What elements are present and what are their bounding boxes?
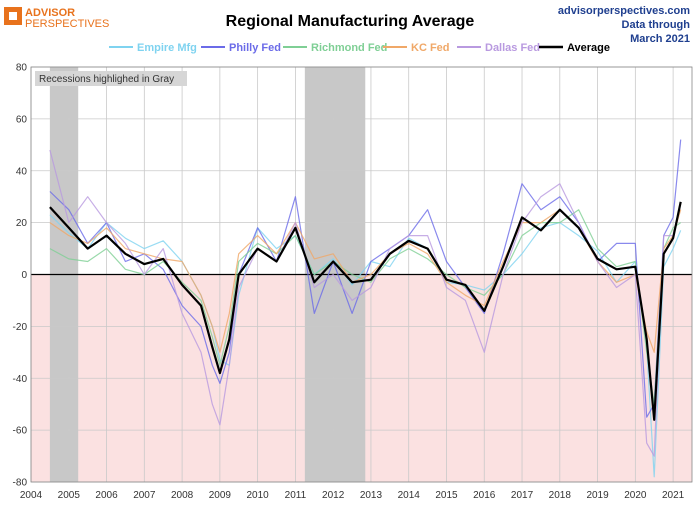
y-tick-label: -60 bbox=[13, 426, 28, 437]
x-tick-label: 2010 bbox=[247, 490, 270, 501]
logo-line1: ADVISOR bbox=[25, 7, 75, 19]
legend-label-richmond-fed: Richmond Fed bbox=[311, 42, 387, 54]
series-line-average bbox=[49, 201, 682, 421]
x-tick-label: 2016 bbox=[473, 490, 496, 501]
chart-title: Regional Manufacturing Average bbox=[226, 13, 475, 30]
y-tick-label: -20 bbox=[13, 322, 28, 333]
y-tick-label: 0 bbox=[21, 270, 27, 281]
legend-label-average: Average bbox=[567, 42, 610, 54]
y-tick-label: 20 bbox=[16, 218, 28, 229]
legend-label-empire-mfg: Empire Mfg bbox=[137, 42, 197, 54]
x-tick-label: 2004 bbox=[20, 490, 43, 501]
x-tick-label: 2019 bbox=[586, 490, 609, 501]
plot-border bbox=[30, 66, 693, 483]
source-label: advisorperspectives.com bbox=[558, 5, 690, 17]
x-tick-label: 2011 bbox=[285, 490, 307, 501]
x-tick-label: 2017 bbox=[511, 490, 534, 501]
y-tick-label: 40 bbox=[16, 166, 28, 177]
y-tick-label: -40 bbox=[13, 374, 28, 385]
legend-label-philly-fed: Philly Fed bbox=[229, 42, 281, 54]
x-tick-label: 2014 bbox=[398, 490, 421, 501]
logo-mark-inner-icon bbox=[9, 12, 17, 20]
series-line-dallas-fed bbox=[49, 149, 682, 457]
series-lines bbox=[49, 139, 682, 478]
y-axis-ticks: -80 -60 -40 -20 0 20 40 60 80 bbox=[13, 63, 28, 489]
x-tick-label: 2018 bbox=[549, 490, 572, 501]
x-tick-label: 2006 bbox=[95, 490, 118, 501]
data-through-date: March 2021 bbox=[630, 33, 690, 45]
y-tick-label: 60 bbox=[16, 114, 28, 125]
y-tick-label: 80 bbox=[16, 63, 28, 74]
data-through-label: Data through bbox=[622, 19, 691, 31]
series-line-kc-fed bbox=[49, 209, 682, 353]
legend: Empire Mfg Philly Fed Richmond Fed KC Fed Da… bbox=[109, 42, 610, 54]
legend-label-kc-fed: KC Fed bbox=[411, 42, 450, 54]
x-tick-label: 2020 bbox=[624, 490, 647, 501]
x-tick-label: 2005 bbox=[58, 490, 81, 501]
y-tick-label: -80 bbox=[13, 478, 28, 489]
x-tick-label: 2009 bbox=[209, 490, 232, 501]
legend-label-dallas-fed: Dallas Fed bbox=[485, 42, 540, 54]
recession-annotation-box bbox=[35, 71, 187, 86]
x-tick-label: 2015 bbox=[435, 490, 458, 501]
recession-annotation: Recessions highlighed in Gray bbox=[39, 74, 174, 85]
series-line-philly-fed bbox=[49, 139, 682, 418]
x-axis-ticks: 2004 2005 2006 2007 2008 2009 2010 2011 2012 2013… bbox=[20, 490, 685, 501]
x-tick-label: 2013 bbox=[360, 490, 383, 501]
x-tick-label: 2007 bbox=[133, 490, 156, 501]
logo-line2: PERSPECTIVES bbox=[25, 18, 109, 30]
x-tick-label: 2008 bbox=[171, 490, 194, 501]
x-tick-label: 2021 bbox=[662, 490, 685, 501]
plot-area: Recessions highlighed in Gray bbox=[30, 66, 693, 483]
x-tick-label: 2012 bbox=[322, 490, 345, 501]
advisor-perspectives-logo: ADVISOR PERSPECTIVES bbox=[4, 7, 109, 30]
